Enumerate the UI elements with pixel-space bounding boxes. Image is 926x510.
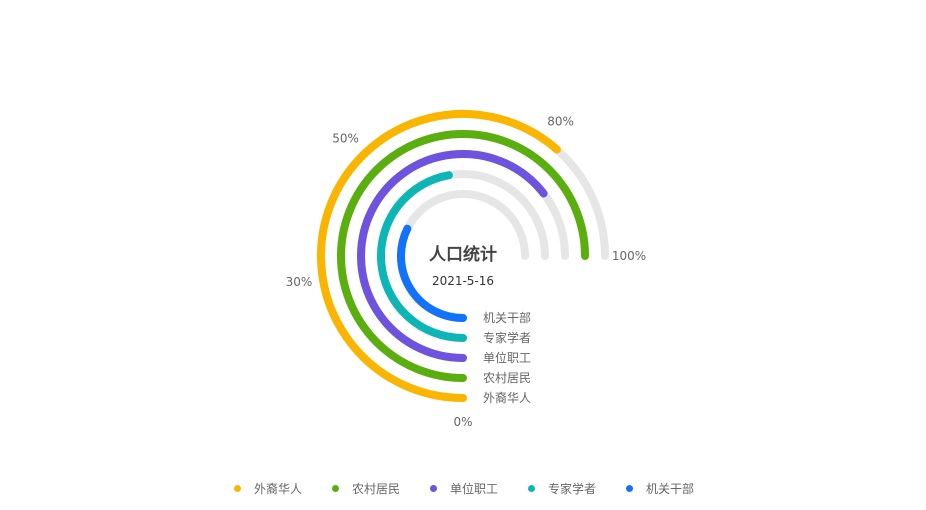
- legend-dot-icon: [331, 484, 339, 492]
- bar-4[interactable]: [377, 171, 467, 342]
- legend-item-3[interactable]: 单位职工: [429, 480, 498, 497]
- category-label-2: 农村居民: [483, 371, 531, 385]
- legend-label: 农村居民: [351, 481, 400, 496]
- tick-label-3: 50%: [332, 132, 359, 146]
- legend-dot-icon: [233, 484, 241, 492]
- bar-1[interactable]: [317, 110, 561, 402]
- legend-label: 外裔华人: [253, 481, 302, 496]
- bar-2[interactable]: [337, 130, 589, 382]
- tick-label-5: 100%: [612, 249, 646, 263]
- legend-item-4[interactable]: 专家学者: [528, 480, 596, 497]
- legend-dot-icon: [429, 484, 437, 492]
- legend-item-1[interactable]: 外裔华人: [233, 480, 302, 497]
- legend-item-2[interactable]: 农村居民: [331, 480, 400, 497]
- bar-5[interactable]: [397, 224, 467, 322]
- tick-label-1: 0%: [453, 415, 472, 429]
- category-label-1: 外裔华人: [483, 390, 531, 405]
- tick-label-2: 30%: [286, 275, 313, 289]
- category-label-3: 单位职工: [483, 350, 531, 365]
- chart-title: 人口统计: [429, 244, 497, 265]
- tick-label-4: 80%: [547, 115, 574, 129]
- legend: 外裔华人 农村居民 单位职工 专家学者 机关干部: [0, 478, 926, 498]
- chart-subtitle: 2021-5-16: [432, 274, 494, 288]
- legend-label: 机关干部: [646, 481, 695, 496]
- tick-label-group: 0% 30% 50% 80% 100%: [286, 115, 646, 429]
- bar-group: [317, 110, 589, 402]
- legend-dot-icon: [626, 484, 634, 492]
- bar-3[interactable]: [357, 150, 548, 362]
- category-label-5: 机关干部: [483, 310, 531, 325]
- legend-item-5[interactable]: 机关干部: [626, 480, 694, 497]
- legend-label: 单位职工: [449, 481, 498, 496]
- legend-dot-icon: [528, 484, 535, 492]
- category-label-group: 外裔华人 农村居民 单位职工 专家学者 机关干部: [483, 310, 531, 405]
- category-label-4: 专家学者: [483, 330, 531, 345]
- legend-label: 专家学者: [548, 481, 597, 496]
